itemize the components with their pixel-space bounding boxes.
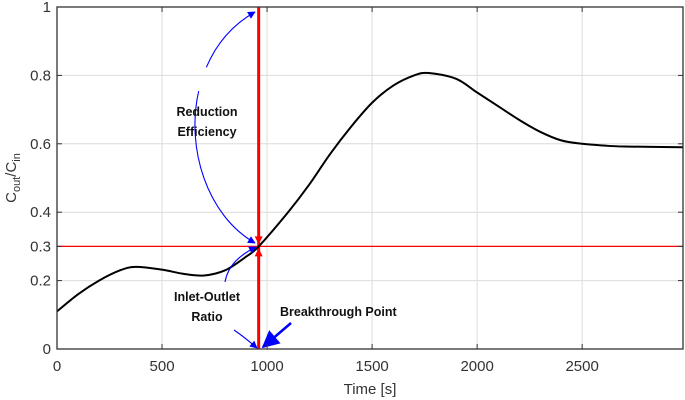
plot-frame bbox=[56, 6, 684, 350]
y-label-sub-out: out bbox=[11, 177, 23, 192]
y-label-sub-in: in bbox=[11, 153, 23, 162]
y-tick-label: 0.4 bbox=[30, 204, 51, 221]
x-axis-label: Time [s] bbox=[344, 381, 397, 398]
y-label-c: C bbox=[3, 192, 20, 203]
reduction-efficiency-arc bbox=[194, 11, 256, 244]
x-tick-label: 0 bbox=[53, 358, 61, 375]
y-tick-label: 0.3 bbox=[30, 238, 51, 255]
y-tick-label: 0.2 bbox=[30, 273, 51, 290]
x-tick-label: 2500 bbox=[565, 358, 598, 375]
series bbox=[56, 71, 684, 313]
x-tick-label: 1000 bbox=[250, 358, 283, 375]
grid bbox=[56, 6, 683, 350]
reduction-label-line2: Efficiency bbox=[177, 125, 236, 139]
annotations: Reduction Efficiency Inlet-Outlet Ratio … bbox=[174, 11, 398, 349]
arrowhead-down bbox=[254, 236, 263, 245]
concentration-curve bbox=[56, 71, 684, 313]
axes: 0 500 1000 1500 2000 2500 0 0.2 0.3 0.4 0.6 0.8 1 bbox=[30, 0, 684, 375]
reduction-label-line1: Reduction bbox=[176, 105, 237, 119]
y-axis-label: Cout/Cin bbox=[3, 153, 23, 203]
inlet-outlet-arc-lower bbox=[233, 329, 258, 349]
y-tick-label: 0.8 bbox=[30, 67, 51, 84]
y-tick-label: 1 bbox=[43, 0, 51, 16]
reference-lines bbox=[57, 7, 683, 349]
x-tick-label: 2000 bbox=[460, 358, 493, 375]
x-tick-label: 1500 bbox=[355, 358, 388, 375]
x-tick-label: 500 bbox=[150, 358, 175, 375]
y-tick-label: 0 bbox=[43, 341, 51, 358]
y-label-slash: /C bbox=[3, 162, 20, 177]
ratio-label-line2: Ratio bbox=[191, 310, 223, 324]
arrowhead-up bbox=[254, 248, 263, 257]
y-tick-label: 0.6 bbox=[30, 136, 51, 153]
inlet-outlet-arc-upper bbox=[224, 246, 257, 283]
ratio-label-line1: Inlet-Outlet bbox=[174, 290, 241, 304]
breakthrough-label: Breakthrough Point bbox=[280, 305, 398, 319]
breakthrough-arrow bbox=[261, 322, 292, 349]
